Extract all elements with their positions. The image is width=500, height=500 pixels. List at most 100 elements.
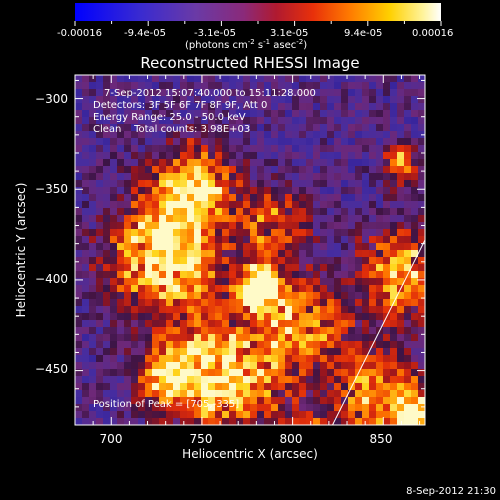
heatmap-cell: [96, 362, 104, 370]
heatmap-cell: [124, 299, 132, 307]
heatmap-cell: [222, 145, 230, 153]
heatmap-cell: [355, 82, 363, 90]
heatmap-cell: [236, 131, 244, 139]
heatmap-cell: [138, 201, 146, 209]
heatmap-cell: [89, 103, 97, 111]
heatmap-cell: [180, 236, 188, 244]
heatmap-cell: [103, 278, 111, 286]
heatmap-cell: [355, 327, 363, 335]
heatmap-cell: [82, 131, 90, 139]
heatmap-cell: [320, 96, 328, 104]
heatmap-cell: [208, 418, 216, 425]
heatmap-cell: [341, 75, 349, 83]
heatmap-cell: [82, 390, 90, 398]
heatmap-cell: [124, 292, 132, 300]
heatmap-cell: [124, 348, 132, 356]
heatmap-cell: [89, 292, 97, 300]
heatmap-cell: [159, 201, 167, 209]
heatmap-cell: [208, 383, 216, 391]
heatmap-cell: [82, 89, 90, 97]
heatmap-cell: [117, 299, 125, 307]
heatmap-cell: [89, 397, 97, 405]
heatmap-cell: [362, 369, 370, 377]
heatmap-cell: [110, 159, 118, 167]
heatmap-cell: [404, 362, 412, 370]
heatmap-cell: [376, 271, 384, 279]
heatmap-cell: [278, 411, 286, 419]
heatmap-cell: [229, 201, 237, 209]
heatmap-cell: [299, 285, 307, 293]
heatmap-cell: [348, 103, 356, 111]
heatmap-cell: [124, 418, 132, 425]
heatmap-cell: [180, 166, 188, 174]
heatmap-cell: [131, 334, 139, 342]
heatmap-cell: [292, 96, 300, 104]
heatmap-cell: [250, 285, 258, 293]
heatmap-cell: [271, 320, 279, 328]
heatmap-cell: [124, 166, 132, 174]
heatmap-cell: [180, 278, 188, 286]
heatmap-cell: [390, 201, 398, 209]
heatmap-cell: [250, 397, 258, 405]
heatmap-cell: [327, 236, 335, 244]
heatmap-cell: [89, 89, 97, 97]
heatmap-cell: [96, 173, 104, 181]
heatmap-cell: [124, 229, 132, 237]
heatmap-cell: [369, 75, 377, 83]
heatmap-cell: [117, 257, 125, 265]
heatmap-cell: [264, 215, 272, 223]
heatmap-cell: [292, 166, 300, 174]
heatmap-cell: [243, 390, 251, 398]
heatmap-cell: [180, 257, 188, 265]
heatmap-cell: [173, 201, 181, 209]
heatmap-cell: [257, 376, 265, 384]
heatmap-cell: [117, 411, 125, 419]
heatmap-cell: [404, 96, 412, 104]
heatmap-cell: [124, 75, 132, 83]
heatmap-cell: [355, 397, 363, 405]
heatmap-cell: [208, 145, 216, 153]
heatmap-cell: [299, 355, 307, 363]
heatmap-cell: [271, 173, 279, 181]
heatmap-cell: [243, 257, 251, 265]
heatmap-cell: [173, 397, 181, 405]
heatmap-cell: [383, 292, 391, 300]
heatmap-cell: [376, 82, 384, 90]
heatmap-cell: [208, 369, 216, 377]
heatmap-cell: [124, 103, 132, 111]
heatmap-cell: [383, 306, 391, 314]
heatmap-cell: [117, 306, 125, 314]
heatmap-cell: [243, 131, 251, 139]
heatmap-cell: [411, 124, 419, 132]
heatmap-cell: [187, 418, 195, 425]
annotation-detectors: Detectors: 3F 5F 6F 7F 8F 9F, Att 0: [93, 100, 267, 111]
heatmap-cell: [376, 341, 384, 349]
heatmap-cell: [180, 292, 188, 300]
heatmap-cell: [89, 376, 97, 384]
heatmap-cell: [320, 299, 328, 307]
heatmap-cell: [369, 383, 377, 391]
heatmap-cell: [285, 222, 293, 230]
heatmap-cell: [313, 320, 321, 328]
heatmap-cell: [124, 82, 132, 90]
heatmap-cell: [208, 257, 216, 265]
heatmap-cell: [278, 215, 286, 223]
heatmap-cell: [215, 250, 223, 258]
heatmap-cell: [299, 243, 307, 251]
heatmap-cell: [369, 110, 377, 118]
heatmap-cell: [313, 271, 321, 279]
heatmap-cell: [187, 208, 195, 216]
heatmap-cell: [180, 82, 188, 90]
heatmap-cell: [152, 110, 160, 118]
heatmap-cell: [369, 103, 377, 111]
heatmap-cell: [306, 229, 314, 237]
heatmap-cell: [285, 320, 293, 328]
heatmap-cell: [250, 110, 258, 118]
heatmap-cell: [103, 313, 111, 321]
heatmap-cell: [327, 215, 335, 223]
heatmap-cell: [124, 271, 132, 279]
heatmap-cell: [103, 180, 111, 188]
heatmap-cell: [208, 131, 216, 139]
heatmap-cell: [362, 124, 370, 132]
heatmap-cell: [124, 313, 132, 321]
